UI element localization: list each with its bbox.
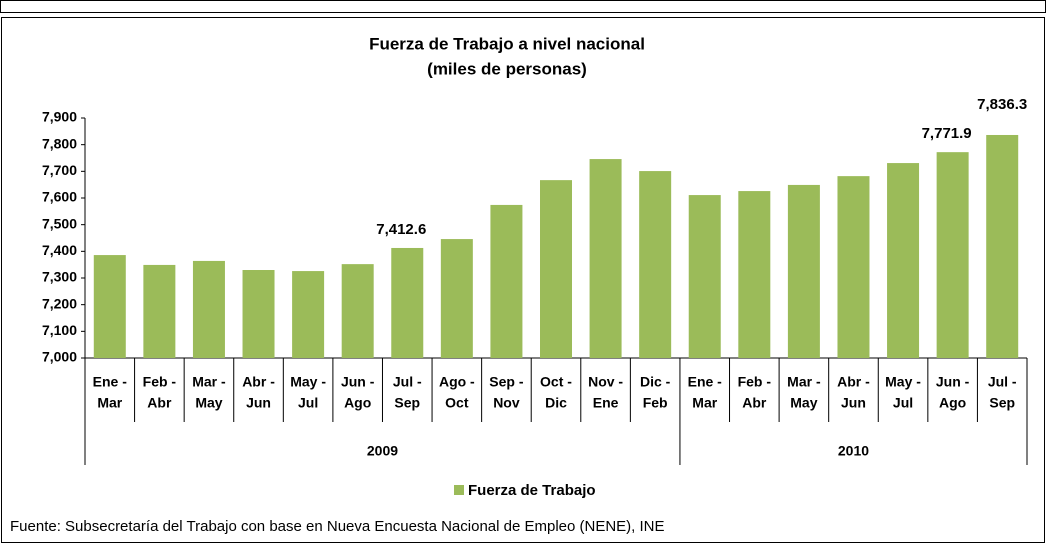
x-tick-label: Abr - (837, 374, 870, 390)
legend-label: Fuerza de Trabajo (468, 482, 596, 499)
bar (639, 171, 672, 358)
bar (490, 204, 523, 358)
x-tick-label: Dic - (640, 374, 671, 390)
x-tick-label: Jun - (341, 374, 375, 390)
bar (391, 247, 424, 358)
bar (440, 239, 473, 358)
y-tick-label: 7,500 (42, 215, 77, 231)
y-tick-label: 7,700 (42, 162, 77, 178)
bar (887, 163, 920, 358)
bar (93, 255, 126, 358)
x-tick-label: Ene (593, 395, 619, 411)
x-tick-label: Nov - (588, 374, 623, 390)
chart-frame (1, 17, 1045, 543)
bar (341, 264, 374, 358)
x-tick-label: Jun (841, 395, 866, 411)
x-tick-label: May (790, 395, 817, 411)
x-tick-label: Ene - (688, 374, 723, 390)
x-tick-label: Jun (246, 395, 271, 411)
x-tick-label: Ene - (93, 374, 128, 390)
x-tick-label: May - (290, 374, 326, 390)
x-tick-label: Mar (97, 395, 122, 411)
y-tick-label: 7,100 (42, 322, 77, 338)
x-tick-label: Sep (394, 395, 420, 411)
bar (936, 152, 969, 358)
value-label: 7,412.6 (376, 221, 426, 238)
x-tick-label: Ago (939, 395, 966, 411)
x-tick-label: Jul - (393, 374, 422, 390)
x-tick-label: Dic (545, 395, 567, 411)
y-tick-label: 7,600 (42, 189, 77, 205)
bar (192, 260, 225, 358)
bar (292, 271, 325, 358)
x-tick-label: Feb (643, 395, 668, 411)
x-tick-label: Feb - (738, 374, 772, 390)
y-tick-label: 7,200 (42, 295, 77, 311)
x-tick-label: Nov (493, 395, 520, 411)
x-tick-label: Feb - (143, 374, 177, 390)
x-tick-label: Mar - (192, 374, 226, 390)
bar (986, 134, 1019, 358)
x-tick-label: May - (885, 374, 921, 390)
source-note: Fuente: Subsecretaría del Trabajo con ba… (10, 518, 665, 535)
x-tick-label: Oct - (540, 374, 572, 390)
bar (589, 159, 622, 358)
top-frame (0, 0, 1046, 13)
y-tick-label: 7,300 (42, 269, 77, 285)
x-tick-label: Sep - (489, 374, 524, 390)
x-tick-label: Abr - (242, 374, 275, 390)
x-tick-label: Jul - (988, 374, 1017, 390)
value-label: 7,836.3 (977, 96, 1027, 113)
y-tick-label: 7,400 (42, 242, 77, 258)
x-tick-label: Ago (344, 395, 371, 411)
x-tick-label: Mar (692, 395, 717, 411)
bar (143, 264, 176, 358)
value-label: 7,771.9 (922, 125, 972, 142)
x-tick-label: May (195, 395, 222, 411)
bar (688, 195, 721, 358)
bar (787, 184, 820, 358)
x-tick-label: Ago - (439, 374, 475, 390)
bar (837, 176, 870, 358)
x-tick-label: Jul (298, 395, 318, 411)
y-tick-label: 7,000 (42, 349, 77, 365)
chart-title: Fuerza de Trabajo a nivel nacional (369, 34, 645, 53)
x-tick-label: Jul (893, 395, 913, 411)
legend-swatch (454, 485, 464, 495)
bar (242, 270, 275, 358)
chart-subtitle: (miles de personas) (427, 59, 587, 78)
bar (540, 180, 572, 358)
y-tick-label: 7,900 (42, 109, 77, 125)
x-tick-label: Abr (147, 395, 172, 411)
x-tick-label: Oct (445, 395, 469, 411)
bar (738, 191, 771, 358)
x-tick-label: Abr (742, 395, 767, 411)
y-tick-label: 7,800 (42, 135, 77, 151)
x-tick-label: Jun - (936, 374, 970, 390)
group-label: 2010 (838, 443, 869, 459)
x-tick-label: Mar - (787, 374, 821, 390)
group-label: 2009 (367, 443, 398, 459)
x-tick-label: Sep (989, 395, 1015, 411)
